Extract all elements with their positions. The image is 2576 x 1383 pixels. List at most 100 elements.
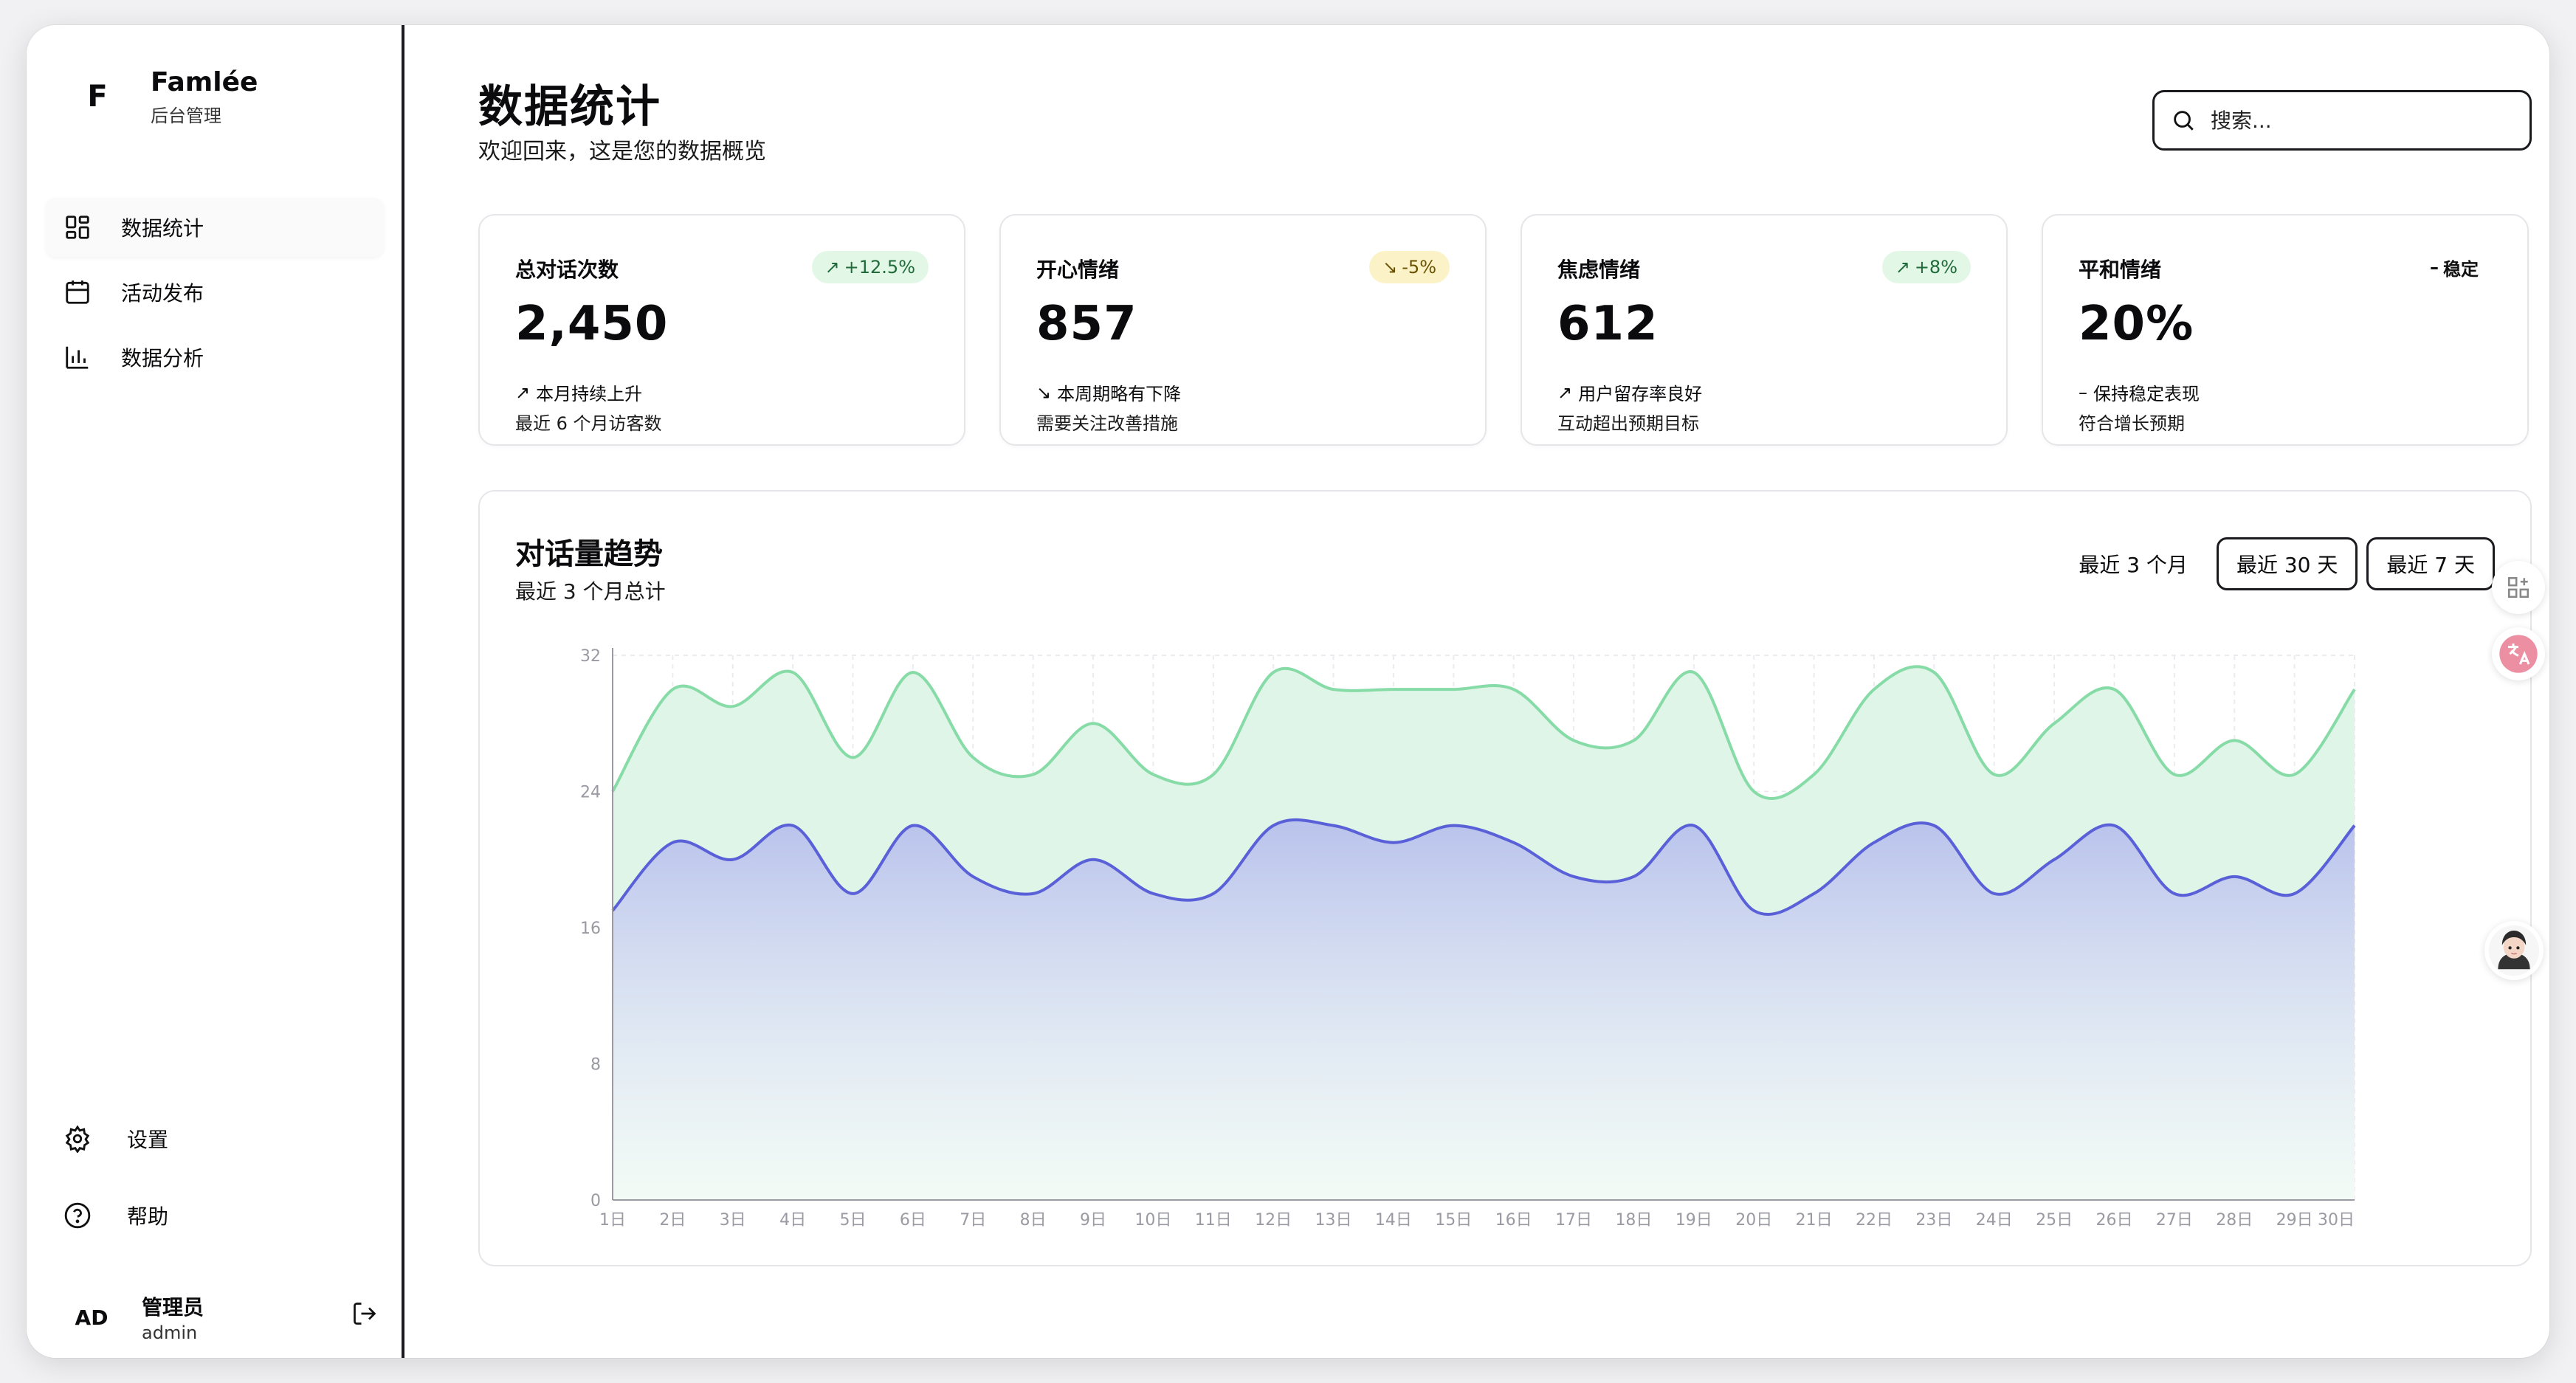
translate-float-button[interactable] — [2492, 627, 2545, 680]
x-tick-label: 30日 — [2318, 1211, 2355, 1229]
y-tick-label: 24 — [580, 784, 601, 802]
sidebar-item-label: 数据分析 — [121, 346, 204, 370]
status-badge: – 稳定 — [2430, 257, 2479, 280]
card-value: 20% — [2079, 297, 2194, 351]
x-tick-label: 4日 — [779, 1211, 806, 1229]
series-b-area — [613, 819, 2355, 1200]
range-7-days-button[interactable]: 最近 7 天 — [2366, 537, 2495, 590]
x-tick-label: 2日 — [659, 1211, 686, 1229]
sidebar-item-analytics[interactable]: 数据分析 — [46, 328, 384, 387]
area-chart: 0 8 16 24 32 1日 2日 3日 4日 5日 6日 7日 8日 9日 10日 11日 12日 13日 14… — [580, 647, 2356, 1229]
x-tick-label: 29日 — [2276, 1211, 2313, 1229]
search-input[interactable] — [2211, 108, 2521, 133]
card-trend: ↗ 本月持续上升 — [515, 382, 643, 405]
card-title: 总对话次数 — [515, 258, 619, 282]
chart-subtitle: 最近 3 个月总计 — [515, 579, 666, 604]
series-b-line — [611, 818, 2356, 916]
chart-title: 对话量趋势 — [515, 537, 663, 571]
x-tick-label: 10日 — [1134, 1211, 1171, 1229]
user-name: 管理员 — [142, 1295, 204, 1320]
range-selector: 最近 3 个月 最近 30 天 最近 7 天 — [2059, 537, 2495, 590]
app-window: F Famlée 后台管理 数据统计 活动发布 — [27, 25, 2549, 1358]
chart-panel: 0 8 16 24 32 1日 2日 3日 4日 5日 6日 7日 8日 9日 10日 11日 12日 13日 14… — [478, 490, 2532, 1266]
status-badge: ↗ +12.5% — [811, 251, 929, 283]
brand-name: Famlée — [151, 67, 258, 97]
sidebar-item-label: 帮助 — [127, 1204, 169, 1229]
card-value: 612 — [1557, 297, 1659, 351]
x-tick-label: 1日 — [599, 1211, 626, 1229]
trend-up-icon: ↗ — [515, 382, 531, 403]
y-tick-label: 32 — [580, 647, 601, 666]
x-tick-label: 19日 — [1676, 1211, 1712, 1229]
trend-down-icon: ↘ — [1382, 257, 1398, 277]
sidebar: F Famlée 后台管理 数据统计 活动发布 — [27, 25, 404, 1358]
page-title: 数据统计 — [478, 81, 661, 133]
calendar-icon — [66, 280, 89, 304]
x-tick-label: 15日 — [1435, 1211, 1472, 1229]
x-tick-label: 28日 — [2216, 1211, 2253, 1229]
range-30-days-button[interactable]: 最近 30 天 — [2216, 537, 2358, 590]
card-trend: ↗ 用户留存率良好 — [1557, 382, 1703, 405]
trend-down-icon: ↘ — [1036, 382, 1052, 403]
x-tick-label: 14日 — [1375, 1211, 1412, 1229]
sidebar-item-help[interactable]: 帮助 — [46, 1182, 384, 1249]
card-note: 互动超出预期目标 — [1557, 413, 1699, 434]
trend-up-icon: ↗ — [824, 257, 840, 277]
y-tick-label: 8 — [590, 1056, 601, 1075]
x-tick-label: 12日 — [1255, 1211, 1292, 1229]
x-tick-label: 25日 — [2036, 1211, 2073, 1229]
card-note: 最近 6 个月访客数 — [515, 413, 662, 434]
sidebar-item-label: 活动发布 — [121, 281, 204, 306]
sidebar-nav: 数据统计 活动发布 数据分析 — [46, 198, 384, 393]
sidebar-item-label: 设置 — [127, 1128, 169, 1152]
sidebar-item-events[interactable]: 活动发布 — [46, 263, 384, 322]
stat-card-calm: 平和情绪 – 稳定 20% – 保持稳定表现 符合增长预期 — [2042, 214, 2529, 446]
stat-card-total-conversations: 总对话次数 ↗ +12.5% 2,450 ↗ 本月持续上升 最近 6 个月访客数 — [478, 214, 965, 446]
x-tick-label: 20日 — [1735, 1211, 1772, 1229]
x-tick-label: 26日 — [2095, 1211, 2132, 1229]
trend-flat-icon: – — [2430, 257, 2439, 277]
avatar: AD — [75, 1305, 109, 1330]
gear-icon — [65, 1125, 90, 1153]
search-box[interactable] — [2152, 90, 2532, 151]
x-tick-label: 7日 — [960, 1211, 986, 1229]
trend-up-icon: ↗ — [1557, 382, 1573, 403]
card-trend: – 保持稳定表现 — [2079, 382, 2200, 405]
x-tick-label: 24日 — [1976, 1211, 2013, 1229]
main-content: 数据统计 欢迎回来，这是您的数据概览 总对话次数 ↗+12.5% 2,450 ↗… — [407, 25, 2549, 1358]
stat-card-anxious: 焦虑情绪 ↗ +8% 612 ↗ 用户留存率良好 互动超出预期目标 — [1521, 214, 2008, 446]
translate-icon — [2499, 635, 2538, 673]
x-tick-label: 11日 — [1195, 1211, 1232, 1229]
brand[interactable]: F Famlée 后台管理 — [71, 66, 258, 127]
card-title: 焦虑情绪 — [1557, 258, 1641, 282]
series-a-line — [611, 665, 2356, 801]
x-tick-label: 22日 — [1856, 1211, 1893, 1229]
user-profile[interactable]: AD 管理员 admin — [71, 1291, 381, 1343]
card-value: 857 — [1036, 297, 1137, 351]
assistant-avatar-icon — [2488, 925, 2540, 976]
y-tick-label: 16 — [580, 920, 601, 938]
page-subtitle: 欢迎回来，这是您的数据概览 — [478, 139, 766, 165]
user-role: admin — [142, 1322, 198, 1343]
sidebar-item-settings[interactable]: 设置 — [46, 1106, 384, 1172]
x-tick-label: 27日 — [2156, 1211, 2193, 1229]
sidebar-item-label: 数据统计 — [121, 216, 204, 241]
sidebar-bottom-nav: 设置 帮助 — [46, 1106, 384, 1259]
card-note: 符合增长预期 — [2079, 413, 2185, 434]
x-tick-label: 23日 — [1915, 1211, 1952, 1229]
card-title: 开心情绪 — [1036, 258, 1120, 282]
help-icon — [64, 1202, 91, 1229]
status-badge: ↗ +8% — [1881, 251, 1971, 283]
card-note: 需要关注改善措施 — [1036, 413, 1178, 434]
card-title: 平和情绪 — [2079, 258, 2162, 282]
x-tick-label: 3日 — [720, 1211, 746, 1229]
search-icon — [2174, 111, 2194, 131]
assistant-avatar-button[interactable] — [2484, 921, 2544, 980]
sidebar-item-dashboard[interactable]: 数据统计 — [46, 198, 384, 257]
trend-flat-icon: – — [2079, 382, 2087, 403]
dashboard-icon — [66, 215, 89, 239]
logout-icon[interactable] — [351, 1300, 378, 1327]
range-3-months-button[interactable]: 最近 3 个月 — [2059, 537, 2208, 590]
trend-up-icon: ↗ — [1895, 257, 1910, 277]
apps-float-button[interactable] — [2492, 561, 2545, 614]
